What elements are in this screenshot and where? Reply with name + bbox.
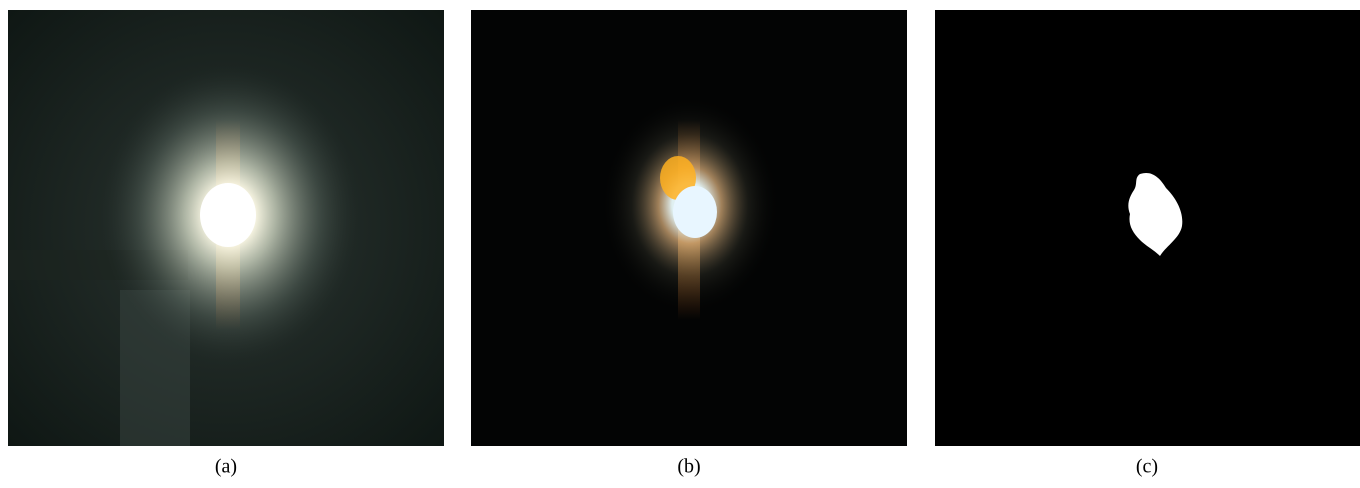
caption-b: (b) <box>677 456 700 478</box>
figure: (a) (b) (c) <box>0 0 1360 488</box>
panel-c-image <box>935 10 1360 446</box>
panel-a-image <box>8 10 444 446</box>
caption-a: (a) <box>215 456 237 478</box>
panel-b-image <box>471 10 907 446</box>
caption-c: (c) <box>1136 456 1158 478</box>
